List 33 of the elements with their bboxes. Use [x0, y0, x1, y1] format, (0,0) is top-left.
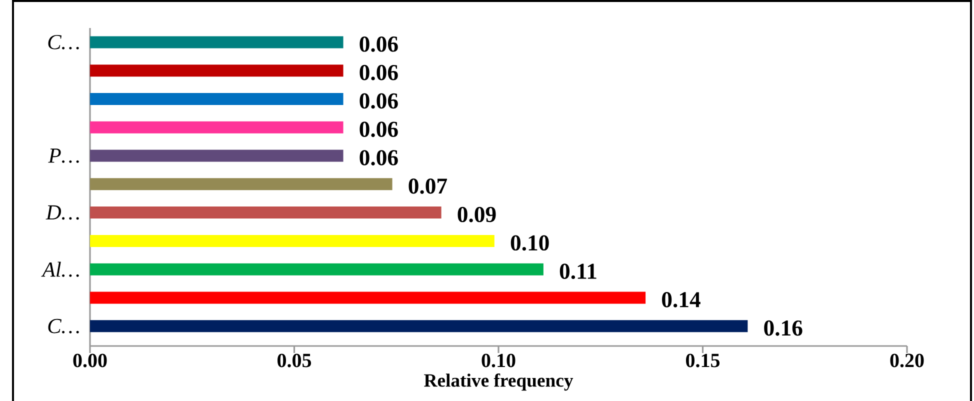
x-tick-label: 0.00 [73, 354, 107, 368]
y-tick-label: C… [48, 318, 79, 334]
data-label: 0.10 [510, 235, 549, 251]
bar [90, 36, 344, 48]
data-label: 0.16 [764, 320, 802, 336]
bar [90, 92, 344, 105]
data-label: 0.14 [662, 292, 700, 308]
x-tick-label: 0.05 [278, 354, 312, 368]
data-label: 0.07 [408, 178, 448, 194]
y-tick-label: D… [46, 205, 79, 220]
y-tick-label: C… [48, 34, 79, 50]
y-tick-label: P… [48, 148, 79, 163]
data-label: 0.06 [360, 36, 398, 52]
bar [90, 150, 344, 162]
data-label: 0.06 [360, 122, 398, 138]
bar [90, 178, 392, 190]
bar [90, 263, 544, 276]
bar [90, 121, 344, 134]
x-tick-label: 0.15 [686, 354, 720, 368]
data-label: 0.11 [560, 264, 596, 280]
data-label: 0.06 [360, 150, 398, 166]
x-tick-label: 0.10 [482, 354, 516, 368]
bar [90, 292, 646, 304]
x-axis-title: Relative frequency [424, 373, 574, 391]
y-tick-label: Al… [41, 262, 79, 277]
bar [90, 234, 494, 247]
x-tick-label: 0.20 [890, 354, 924, 368]
data-label: 0.09 [458, 206, 496, 222]
bar [90, 206, 442, 219]
bar [90, 320, 748, 332]
bar [90, 64, 344, 77]
data-label: 0.06 [360, 93, 398, 109]
data-label: 0.06 [360, 64, 398, 80]
